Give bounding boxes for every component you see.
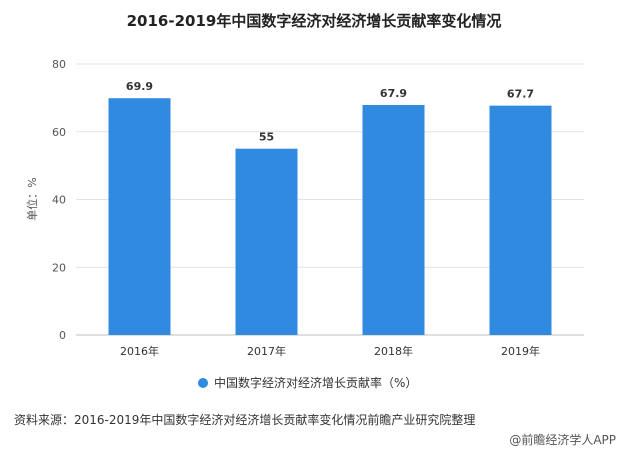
x-tick-label: 2017年 [247,344,286,358]
legend-label: 中国数字经济对经济增长贡献率（%） [214,375,417,390]
bar [108,98,171,336]
data-label: 67.9 [380,87,407,100]
credit: @前瞻经济学人APP [509,433,616,447]
x-tick-label: 2018年 [374,344,413,358]
y-axis-ticks: 0 20 40 60 80 [52,58,66,342]
source-note: 资料来源：2016-2019年中国数字经济对经济增长贡献率变化情况前瞻产业研究院… [14,413,476,427]
x-axis-ticks: 2016年 2017年 2018年 2019年 [120,344,540,358]
bar-chart: 0 20 40 60 80 69.9 55 67.9 67.7 2016年 2017年 2018年… [25,58,584,390]
chart-title: 2016-2019年中国数字经济对经济增长贡献率变化情况 [126,12,502,30]
y-tick-label: 60 [52,126,66,139]
y-tick-label: 20 [52,261,66,274]
y-axis-label: 单位：% [25,177,39,220]
y-tick-label: 80 [52,58,66,71]
legend-marker [198,378,208,388]
bar [489,105,552,335]
data-labels: 69.9 55 67.9 67.7 [126,80,534,143]
y-tick-label: 0 [59,329,66,342]
bar [235,148,298,335]
bar [362,104,425,336]
x-tick-label: 2016年 [120,344,159,358]
legend: 中国数字经济对经济增长贡献率（%） [198,375,417,390]
y-tick-label: 40 [52,194,66,207]
data-label: 67.7 [507,88,534,101]
bars [108,98,552,336]
data-label: 69.9 [126,80,153,93]
x-tick-label: 2019年 [501,344,540,358]
data-label: 55 [259,131,274,144]
